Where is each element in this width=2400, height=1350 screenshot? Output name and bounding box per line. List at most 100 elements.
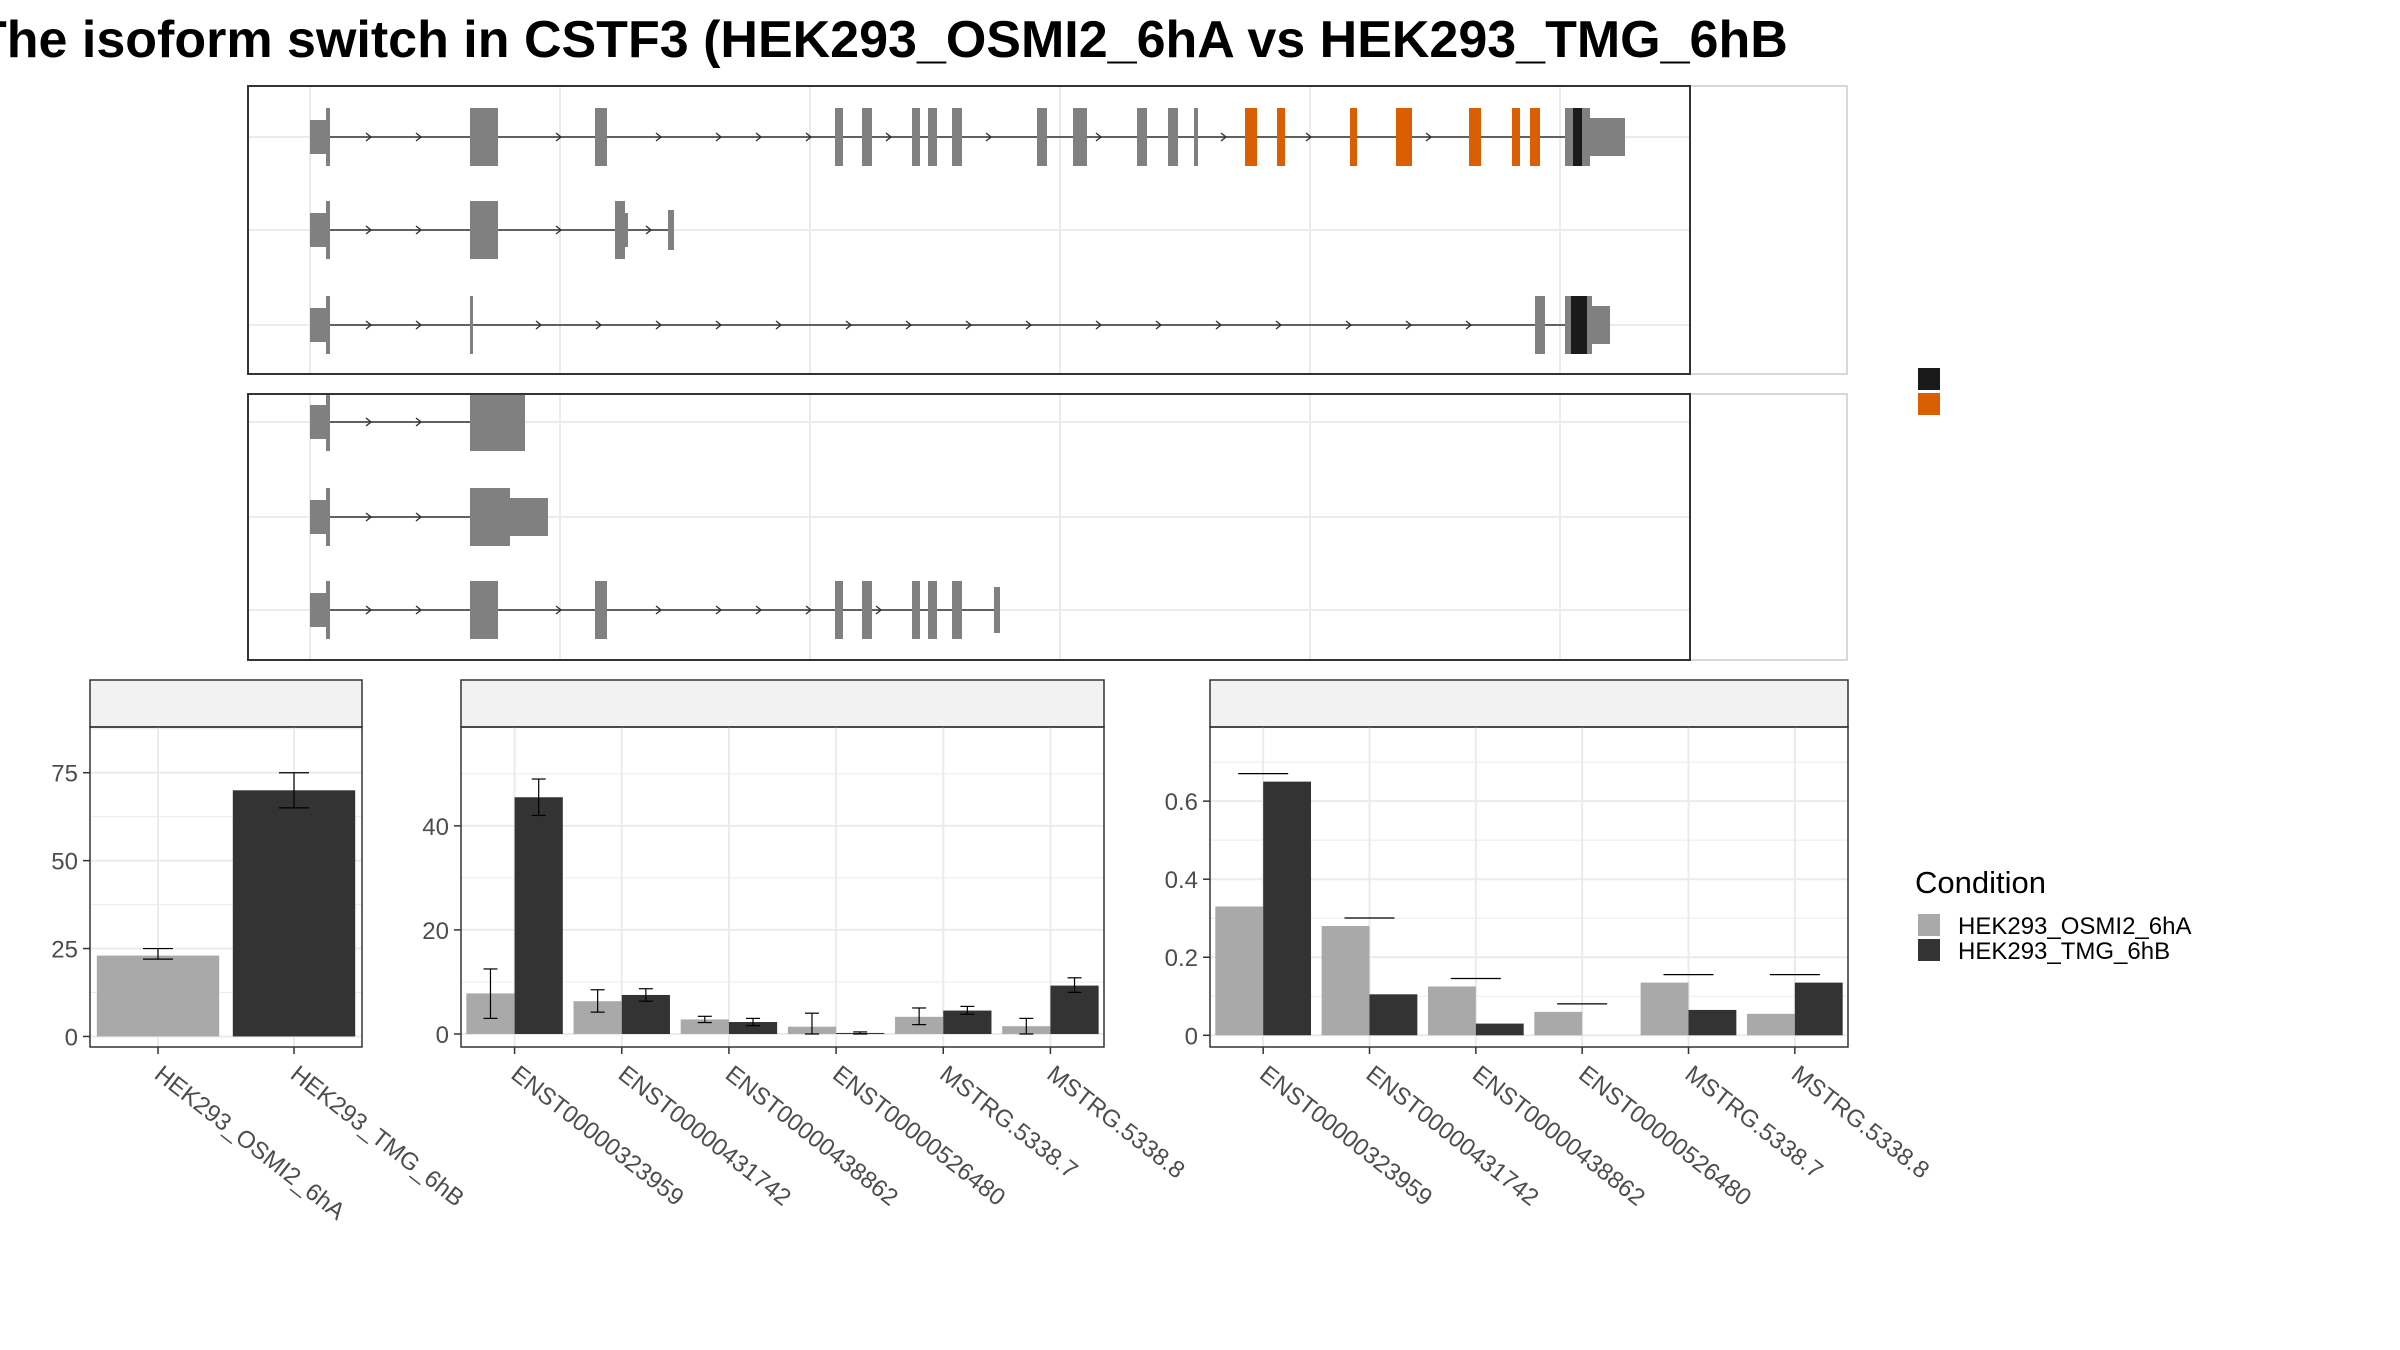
exon [615,201,625,259]
strand-arrow [655,320,663,330]
y-tick-label: 0 [436,1022,449,1049]
exon [928,108,937,166]
strand-arrow [655,132,663,142]
strand-arrow [365,417,373,427]
exon [470,201,484,259]
strand-arrow [365,225,373,235]
exon [497,488,510,546]
panel-border [460,726,1105,1048]
exon [310,213,330,247]
strand-arrow [805,605,813,615]
exon [912,581,920,639]
strand-arrow [775,320,783,330]
suf-domain [1396,108,1412,166]
bar [1475,1023,1524,1036]
strand-arrow [415,512,423,522]
y-tick-label: 40 [422,814,449,841]
exon [952,108,962,166]
condition-legend-key [1918,914,1940,936]
strand-arrow [885,132,893,142]
exon [1582,108,1590,166]
bar [1321,926,1370,1036]
y-tick-label: 0.6 [1165,789,1198,816]
exon [484,201,498,259]
condition-legend-title: Condition [1915,865,2046,900]
bar [1050,985,1099,1034]
transcript-panel-border [247,393,1691,661]
strand-arrow [655,605,663,615]
exon [470,488,484,546]
exon [835,581,843,639]
exon [310,308,330,342]
exon [326,201,330,259]
bar [232,790,356,1037]
strand-arrow [365,512,373,522]
strand-arrow [1425,132,1433,142]
strand-arrow [1220,132,1228,142]
exon [928,581,937,639]
exon [1565,108,1573,166]
exon [310,405,330,439]
bar [943,1010,992,1034]
strand-arrow [415,225,423,235]
strand-arrow [715,320,723,330]
bar [1794,982,1843,1036]
exon [484,581,498,639]
idr-domain [1573,108,1582,166]
strand-arrow [555,605,563,615]
bar [895,1016,944,1034]
exon [1590,118,1625,156]
strand-arrow [805,132,813,142]
exon [994,587,1000,633]
panel-border [89,726,363,1048]
facet-strip [1689,85,1848,375]
bar [1688,1009,1737,1036]
exon [310,500,330,534]
suf-domain [1245,108,1257,166]
strand-arrow [1095,320,1103,330]
strand-arrow [985,132,993,142]
strand-arrow [875,605,883,615]
suf-domain [1469,108,1481,166]
bar [514,797,563,1034]
exon [1073,108,1087,166]
exon [470,108,484,166]
bar [96,955,220,1037]
exon [862,108,872,166]
exon [835,108,843,166]
strand-arrow [715,605,723,615]
transcript-panel-border [247,85,1691,375]
exon [862,581,872,639]
idr-domain [1571,296,1587,354]
panel-strip [1209,679,1849,728]
y-tick-label: 20 [422,918,449,945]
y-tick-label: 0.2 [1165,945,1198,972]
exon [484,488,498,546]
y-tick-label: 0.4 [1165,867,1198,894]
suf-domain [1512,108,1520,166]
bar [728,1022,778,1034]
exon [510,498,548,536]
panel-border [1209,726,1849,1048]
strand-arrow [755,605,763,615]
exon [484,108,498,166]
strand-arrow [1305,132,1313,142]
bar [680,1019,729,1034]
y-tick-label: 0 [1185,1023,1198,1050]
panel-strip [89,679,363,728]
exon [326,393,330,451]
domain-legend-key [1918,368,1940,390]
bar [1263,781,1312,1036]
strand-arrow [365,132,373,142]
suf-domain [1277,108,1285,166]
exon [1194,108,1198,166]
strand-arrow [1405,320,1413,330]
strand-arrow [365,605,373,615]
strand-arrow [845,320,853,330]
suf-domain [1350,108,1357,166]
exon [1037,108,1047,166]
strand-arrow [1155,320,1163,330]
exon [912,108,920,166]
strand-arrow [595,320,603,330]
exon [1535,296,1545,354]
